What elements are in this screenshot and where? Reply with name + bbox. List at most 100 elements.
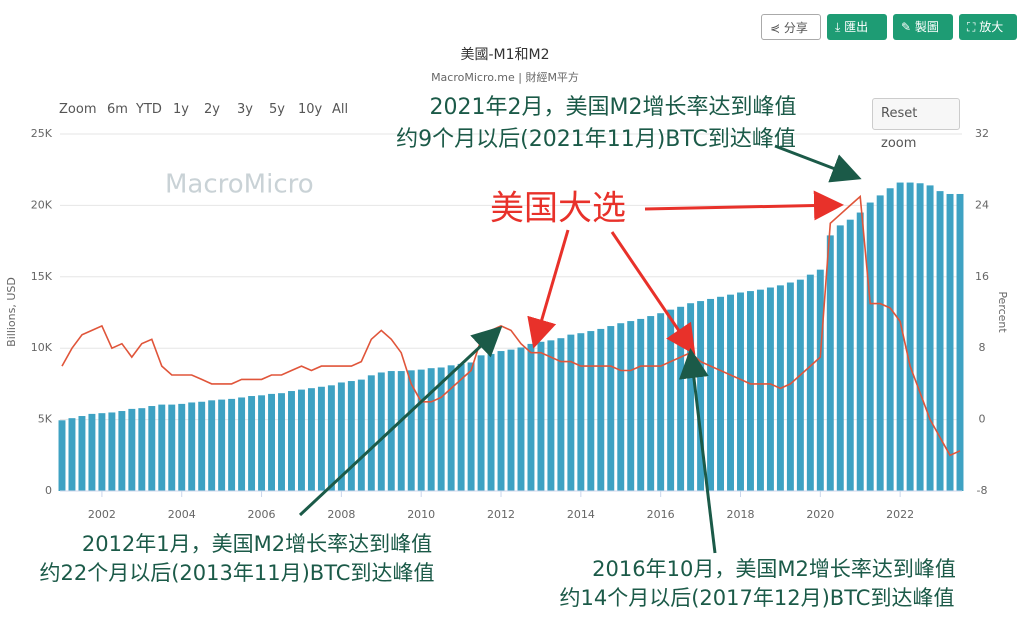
bar — [68, 418, 76, 491]
x-tick-label: 2010 — [407, 508, 435, 521]
share-button[interactable]: ⋞ 分享 — [761, 14, 821, 40]
bar — [886, 188, 894, 491]
range-label: Zoom — [59, 102, 97, 117]
bar — [377, 372, 385, 491]
arrow — [644, 190, 844, 221]
x-tick-label: 2014 — [567, 508, 595, 521]
x-tick-label: 2012 — [487, 508, 515, 521]
bar — [397, 371, 405, 491]
bar — [58, 420, 66, 491]
bar — [78, 416, 86, 491]
bar — [826, 235, 834, 491]
bar — [737, 292, 744, 491]
line — [61, 194, 961, 457]
bar — [667, 309, 675, 491]
bar — [866, 202, 874, 491]
plot: 0 5K 10K 15K 20K 25K -8 0 8 16 24 32 2002 2004 2006 200… — [31, 127, 989, 521]
bar — [617, 323, 625, 491]
bar — [816, 269, 824, 491]
y-tick-label: 5K — [38, 413, 53, 426]
bar — [347, 381, 355, 491]
range-button[interactable]: 6m — [107, 102, 128, 117]
bar — [836, 225, 844, 491]
bar — [148, 406, 156, 491]
arrows — [298, 144, 862, 554]
bar — [687, 303, 695, 491]
bar — [387, 371, 395, 491]
bar — [766, 287, 774, 491]
bar — [796, 279, 804, 491]
range-button[interactable]: 10y — [298, 102, 323, 117]
bar — [487, 353, 495, 491]
bar — [477, 355, 485, 491]
bar — [627, 321, 635, 491]
bar — [637, 318, 645, 491]
arrow — [527, 229, 570, 349]
bar — [297, 389, 305, 491]
bar — [188, 402, 196, 491]
bar — [317, 386, 325, 491]
bar — [98, 413, 106, 491]
range-button[interactable]: 3y — [237, 102, 253, 117]
range-button[interactable]: 5y — [269, 102, 285, 117]
bar — [916, 183, 924, 492]
bar — [507, 349, 515, 491]
bar — [517, 347, 525, 491]
y-tick-label: 25K — [31, 127, 53, 140]
bar — [537, 341, 545, 491]
y-tick-label: 20K — [31, 198, 53, 211]
zoom-button[interactable]: ⛶ 放大 — [959, 14, 1017, 40]
bar — [357, 379, 365, 491]
bar — [786, 282, 794, 491]
x-tick-label: 2016 — [647, 508, 675, 521]
bar — [896, 182, 904, 491]
bar — [128, 408, 136, 491]
range-button[interactable]: All — [332, 102, 349, 117]
bar — [437, 367, 445, 491]
watermark: MacroMicro — [165, 170, 314, 200]
bar — [577, 333, 585, 491]
annotation: 美国大选 — [490, 189, 626, 229]
x-tick-label: 2018 — [726, 508, 754, 521]
bar — [88, 413, 96, 491]
x-tick-label: 2004 — [168, 508, 196, 521]
bar — [288, 391, 295, 491]
reset-zoom[interactable]: Reset zoom — [872, 98, 960, 151]
annotation: 约9个月以后(2021年11月)BTC到达峰值 — [396, 127, 796, 152]
bar — [457, 363, 465, 491]
arrow — [678, 348, 717, 554]
export-button[interactable]: ⤓ 匯出 — [827, 14, 887, 40]
annotation: 约22个月以后(2013年11月)BTC到达峰值 — [40, 561, 435, 585]
bar — [746, 291, 754, 491]
y2-tick-label: 24 — [975, 198, 989, 211]
y-tick-label: 0 — [45, 484, 52, 497]
bar — [417, 369, 425, 491]
bar — [946, 193, 954, 491]
bar — [597, 328, 605, 491]
arrow — [774, 144, 862, 183]
bar — [228, 398, 236, 491]
bar — [307, 388, 315, 491]
bar — [717, 296, 725, 491]
range-button[interactable]: 1y — [173, 102, 189, 117]
bar — [587, 331, 595, 491]
bar — [168, 404, 176, 491]
bar — [268, 393, 276, 491]
bar — [856, 212, 864, 492]
annotation: 2012年1月，美国M2增长率达到峰值 — [82, 532, 432, 556]
bar — [258, 395, 266, 491]
annotation: 2021年2月，美国M2增长率达到峰值 — [430, 95, 797, 120]
y-tick-label: 15K — [31, 270, 53, 283]
bar — [238, 397, 246, 491]
bar — [906, 182, 914, 491]
range-button[interactable]: 2y — [204, 102, 220, 117]
x-tick-label: 2008 — [327, 508, 355, 521]
chart-title: 美國-M1和M2 — [460, 47, 549, 63]
annotation: 2016年10月，美国M2增长率达到峰值 — [592, 557, 956, 581]
draw-button[interactable]: ✎ 製圖 — [893, 14, 953, 40]
bar — [926, 185, 934, 491]
range-button[interactable]: YTD — [136, 102, 162, 117]
bar — [657, 313, 665, 491]
